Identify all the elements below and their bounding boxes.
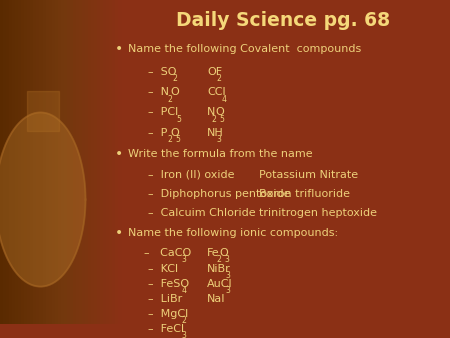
Text: –  N: – N — [148, 87, 170, 97]
Text: –  Iron (II) oxide: – Iron (II) oxide — [148, 170, 235, 180]
Bar — [76, 0, 79, 324]
Bar — [3, 0, 6, 324]
Bar — [18, 0, 21, 324]
Bar — [40, 0, 42, 324]
Text: –  SO: – SO — [148, 67, 177, 77]
Text: 2: 2 — [212, 115, 216, 124]
Bar — [6, 0, 9, 324]
Text: 2: 2 — [216, 74, 221, 83]
Text: 2: 2 — [167, 95, 172, 104]
Text: Write the formula from the name: Write the formula from the name — [128, 149, 313, 160]
Text: Fe: Fe — [207, 248, 220, 258]
Bar — [58, 0, 61, 324]
Bar — [97, 0, 100, 324]
Text: 4: 4 — [182, 286, 187, 295]
Bar — [24, 0, 27, 324]
Bar — [67, 0, 70, 324]
Text: 5: 5 — [177, 115, 182, 124]
Text: –  LiBr: – LiBr — [148, 294, 183, 304]
Text: 2: 2 — [216, 255, 221, 264]
Text: 2: 2 — [182, 316, 186, 325]
Text: –  FeCl: – FeCl — [148, 323, 184, 334]
Text: NiBr: NiBr — [207, 264, 231, 273]
Bar — [64, 0, 67, 324]
Bar — [85, 0, 88, 324]
Bar — [31, 0, 33, 324]
Bar — [42, 0, 45, 324]
Text: •: • — [115, 226, 123, 240]
Bar — [33, 0, 36, 324]
Text: O: O — [171, 87, 180, 97]
Bar — [55, 0, 58, 324]
Bar — [0, 0, 3, 324]
Text: –  PCl: – PCl — [148, 107, 179, 118]
Text: CCl: CCl — [207, 87, 225, 97]
Bar — [49, 0, 52, 324]
Text: Potassium Nitrate: Potassium Nitrate — [259, 170, 358, 180]
Text: 3: 3 — [182, 255, 187, 264]
Bar — [27, 0, 31, 324]
Bar — [94, 0, 97, 324]
Text: –  P: – P — [148, 128, 168, 138]
Text: O: O — [171, 128, 180, 138]
Bar — [9, 0, 12, 324]
Text: 5: 5 — [220, 115, 225, 124]
Bar — [103, 0, 106, 324]
Polygon shape — [0, 113, 86, 287]
Bar — [88, 0, 91, 324]
Bar — [15, 0, 18, 324]
Text: OF: OF — [207, 67, 222, 77]
Text: AuCl: AuCl — [207, 279, 233, 289]
Text: –  Diphophorus pentoxide: – Diphophorus pentoxide — [148, 189, 291, 199]
Text: 3: 3 — [216, 135, 221, 144]
Bar — [73, 0, 76, 324]
Bar — [70, 0, 73, 324]
Bar — [21, 0, 24, 324]
Text: –  KCl: – KCl — [148, 264, 179, 273]
Bar — [12, 0, 15, 324]
Text: –  MgCl: – MgCl — [148, 309, 189, 319]
Text: 3: 3 — [182, 331, 186, 338]
Bar — [100, 0, 103, 324]
Text: 3: 3 — [226, 271, 231, 280]
Text: Daily Science pg. 68: Daily Science pg. 68 — [176, 11, 391, 30]
Bar — [52, 0, 55, 324]
Bar — [118, 0, 122, 324]
Bar — [82, 0, 85, 324]
Bar — [91, 0, 94, 324]
Text: O: O — [215, 107, 224, 118]
Text: –  Calcuim Chloride: – Calcuim Chloride — [148, 208, 256, 218]
Text: 3: 3 — [225, 255, 230, 264]
Bar — [106, 0, 109, 324]
Bar — [36, 0, 40, 324]
Bar — [112, 0, 116, 324]
Text: N: N — [207, 107, 216, 118]
Text: Name the following Covalent  compounds: Name the following Covalent compounds — [128, 44, 361, 54]
Bar — [45, 0, 49, 324]
Text: –  FeSO: – FeSO — [148, 279, 189, 289]
Text: trinitrogen heptoxide: trinitrogen heptoxide — [259, 208, 377, 218]
Text: O: O — [220, 248, 229, 258]
Text: NH: NH — [207, 128, 224, 138]
Text: Boron trifluoride: Boron trifluoride — [259, 189, 350, 199]
Text: 2: 2 — [167, 135, 172, 144]
Text: 2: 2 — [172, 74, 177, 83]
Text: •: • — [115, 42, 123, 56]
Text: 4: 4 — [221, 95, 226, 104]
Text: 5: 5 — [176, 135, 180, 144]
Text: 3: 3 — [226, 286, 231, 295]
Text: –   CaCO: – CaCO — [144, 248, 191, 258]
Bar — [79, 0, 82, 324]
Text: Name the following ionic compounds:: Name the following ionic compounds: — [128, 228, 338, 238]
Bar — [61, 0, 64, 324]
Text: NaI: NaI — [207, 294, 225, 304]
Bar — [109, 0, 112, 324]
Bar — [116, 0, 118, 324]
Text: •: • — [115, 147, 123, 162]
